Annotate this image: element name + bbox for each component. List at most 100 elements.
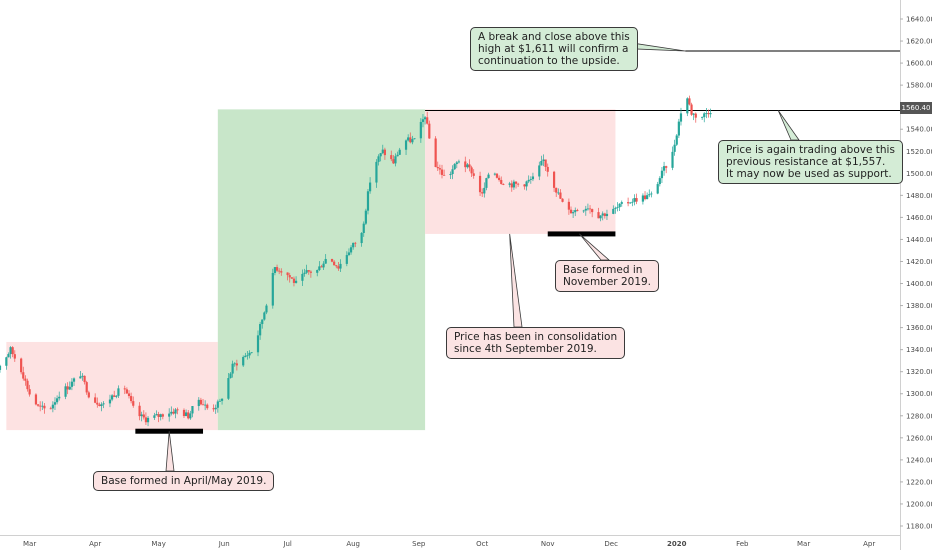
candle-body [364,210,367,224]
candle-27 [68,381,71,391]
candle-body [288,275,291,278]
candle-37 [98,402,101,407]
candle-244 [709,108,712,118]
candle-146 [421,113,425,128]
candle-73 [204,400,207,411]
candle-body [690,104,693,115]
candle-body [368,182,372,192]
candle-155 [449,171,452,179]
candle-body [182,409,186,417]
candle-body [366,191,370,211]
candle-body [339,263,342,269]
candle-body [701,117,704,118]
candle-18 [41,401,44,411]
candle-body [599,215,602,219]
candle-body [500,179,503,184]
candle-body [233,363,236,365]
candle-93 [263,311,266,321]
green-zone-1 [217,109,426,431]
candle-body [510,183,513,188]
candle-130 [375,159,378,188]
candle-body [375,161,378,183]
candle-body [34,394,38,405]
candle-224 [650,191,653,198]
x-tick-label: Apr [89,540,101,548]
candle-163 [470,165,473,177]
annotation-line: continuation to the upside. [478,55,620,67]
candle-body [265,305,268,313]
candle-191 [555,187,558,197]
candle-body [125,389,128,394]
candle-body [153,415,156,418]
candle-168 [485,177,488,191]
x-tick-label: Aug [346,540,360,548]
candle-41 [110,394,114,402]
candle-218 [633,194,636,206]
candle-body [275,267,279,271]
candle-body [586,208,590,210]
candle-body [436,166,439,169]
candle-body [404,140,408,150]
candle-body [591,209,594,213]
candle-154 [443,169,446,176]
candle-body [470,167,473,174]
candle-42 [113,390,116,398]
candle-203 [588,205,592,214]
candle-body [259,324,262,336]
candle-body [464,161,467,168]
candle-body [555,187,558,193]
candle-body [673,144,676,152]
candle-15 [34,393,38,406]
candle-78 [218,398,222,402]
candle-174 [502,183,505,186]
candle-232 [675,134,678,147]
candle-body [354,242,357,244]
candle-71 [199,397,203,406]
candle-body [79,376,82,379]
candle-52 [142,410,145,420]
candle-body [572,212,575,214]
candle-122 [349,245,353,255]
candle-51 [140,411,143,422]
candle-body [544,159,547,167]
candle-223 [648,189,651,198]
candle-body [411,139,414,143]
candle-239 [694,112,697,123]
candle-body [322,263,325,268]
candle-body [70,381,74,387]
candle-115 [330,258,334,263]
candle-body [199,399,203,405]
candle-body [656,184,659,194]
candle-148 [426,111,429,125]
candle-142 [409,132,412,144]
candle-150 [434,136,437,168]
candle-135 [390,150,393,162]
candle-body [383,149,386,156]
candle-body [242,356,245,366]
candle-86 [244,352,247,358]
candle-192 [557,188,560,195]
candle-body [49,408,52,410]
candle-body [144,417,148,423]
candle-55 [153,412,156,421]
candle-body [603,213,606,217]
candle-body [273,267,277,273]
candle-54 [146,415,150,427]
candle-body [542,159,545,161]
annotation-line: A break and close above this [478,31,630,43]
candle-222 [646,192,649,200]
candle-body [379,153,382,157]
candle-45 [123,385,126,395]
candle-body [635,198,638,202]
candle-121 [347,248,351,257]
candle-165 [478,171,482,197]
candle-body [170,411,173,414]
candle-169 [487,172,490,179]
candle-81 [229,372,232,379]
x-tick-label: Mar [23,540,36,548]
candle-75 [212,404,215,412]
candle-131 [377,154,380,166]
candle-242 [705,108,708,119]
candle-body [303,272,306,274]
